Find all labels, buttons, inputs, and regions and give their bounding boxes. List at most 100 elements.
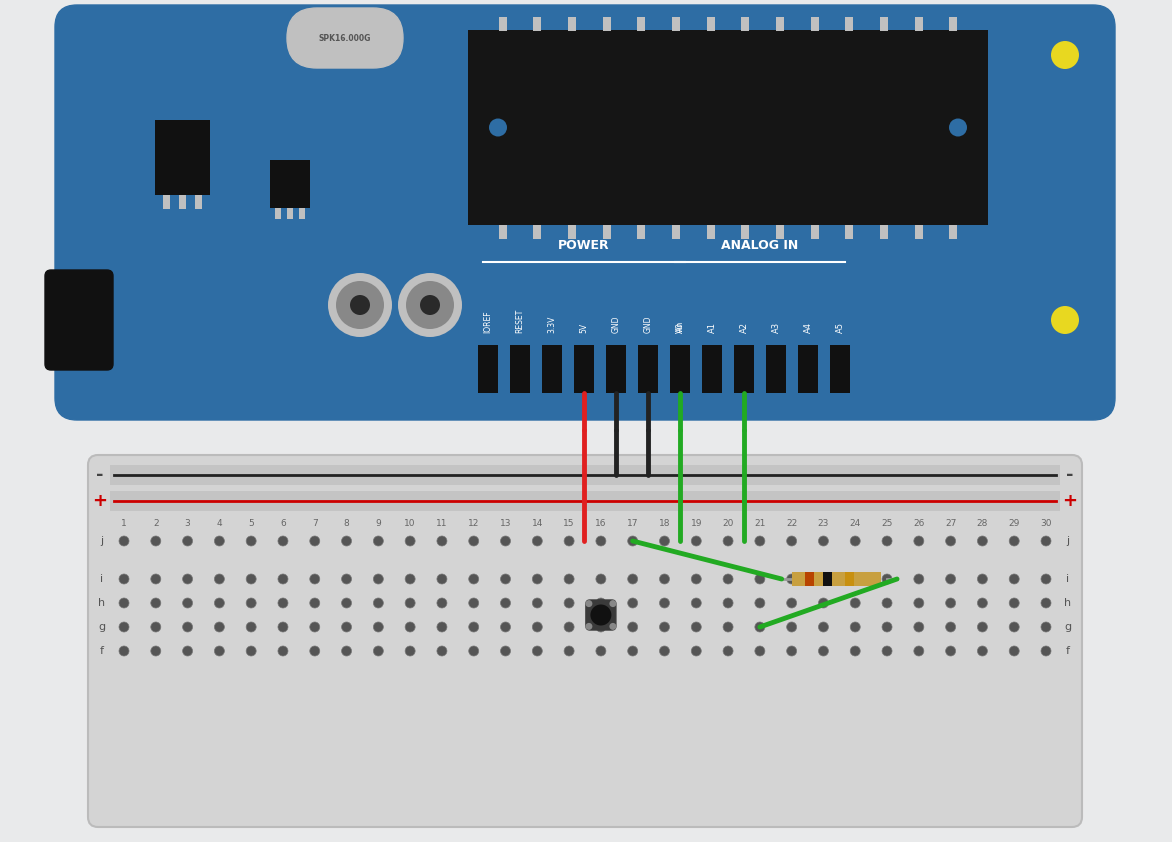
Circle shape [723, 598, 732, 608]
Text: A5: A5 [836, 322, 845, 333]
Circle shape [183, 622, 192, 632]
Bar [776, 225, 784, 239]
Bar [541, 345, 563, 393]
Text: 23: 23 [818, 519, 829, 527]
Circle shape [278, 598, 288, 608]
Circle shape [406, 574, 415, 584]
Bar [670, 345, 690, 393]
Text: 5V: 5V [579, 322, 588, 333]
Text: j: j [1067, 536, 1070, 546]
Circle shape [406, 622, 415, 632]
Bar [478, 345, 498, 393]
Bar [638, 345, 657, 393]
Circle shape [309, 574, 320, 584]
Circle shape [246, 646, 257, 656]
Circle shape [850, 536, 860, 546]
Circle shape [214, 598, 224, 608]
Circle shape [214, 646, 224, 656]
Circle shape [1009, 536, 1020, 546]
Circle shape [1041, 536, 1051, 546]
Circle shape [246, 536, 257, 546]
Circle shape [755, 622, 765, 632]
Circle shape [914, 646, 924, 656]
Circle shape [341, 598, 352, 608]
Text: Vin: Vin [675, 321, 684, 333]
Circle shape [660, 622, 669, 632]
Circle shape [420, 295, 440, 315]
Bar [498, 17, 506, 31]
Text: 17: 17 [627, 519, 639, 527]
Circle shape [564, 646, 574, 656]
Bar [823, 572, 832, 586]
Bar [275, 208, 281, 219]
Circle shape [489, 119, 507, 136]
Circle shape [151, 646, 161, 656]
Bar [707, 17, 715, 31]
Circle shape [818, 574, 829, 584]
Circle shape [818, 536, 829, 546]
Bar [533, 225, 541, 239]
Circle shape [374, 622, 383, 632]
Circle shape [609, 600, 616, 607]
Text: 1: 1 [121, 519, 127, 527]
Text: 8: 8 [343, 519, 349, 527]
Bar [638, 225, 646, 239]
Circle shape [1041, 622, 1051, 632]
Bar [949, 225, 958, 239]
Bar [766, 345, 786, 393]
Bar [163, 195, 170, 209]
Text: 18: 18 [659, 519, 670, 527]
Bar [568, 17, 575, 31]
Circle shape [914, 598, 924, 608]
Text: g: g [98, 622, 105, 632]
Bar [791, 572, 881, 586]
Bar [602, 225, 611, 239]
Bar [287, 208, 293, 219]
Circle shape [1009, 622, 1020, 632]
Circle shape [437, 646, 447, 656]
Text: h: h [1064, 598, 1071, 608]
Circle shape [818, 622, 829, 632]
Circle shape [532, 536, 543, 546]
Circle shape [214, 574, 224, 584]
Circle shape [341, 646, 352, 656]
Circle shape [1009, 598, 1020, 608]
Circle shape [336, 281, 384, 329]
Circle shape [564, 574, 574, 584]
Text: 7: 7 [312, 519, 318, 527]
Text: 22: 22 [786, 519, 797, 527]
Circle shape [977, 536, 988, 546]
Circle shape [660, 646, 669, 656]
Text: 30: 30 [1041, 519, 1051, 527]
Text: j: j [101, 536, 103, 546]
Circle shape [786, 536, 797, 546]
Bar [734, 345, 754, 393]
Circle shape [723, 646, 732, 656]
Circle shape [374, 536, 383, 546]
Circle shape [1041, 574, 1051, 584]
Circle shape [309, 622, 320, 632]
Text: 5: 5 [248, 519, 254, 527]
Circle shape [120, 622, 129, 632]
Text: POWER: POWER [558, 239, 609, 252]
Bar [155, 120, 210, 195]
Bar [299, 208, 305, 219]
Circle shape [120, 536, 129, 546]
Circle shape [914, 574, 924, 584]
Circle shape [628, 574, 638, 584]
Circle shape [1009, 574, 1020, 584]
Circle shape [278, 574, 288, 584]
Bar [110, 465, 1059, 485]
Circle shape [786, 646, 797, 656]
Circle shape [437, 622, 447, 632]
Text: h: h [98, 598, 105, 608]
Text: A0: A0 [675, 322, 684, 333]
Circle shape [946, 622, 955, 632]
Bar [811, 17, 819, 31]
Circle shape [595, 646, 606, 656]
Circle shape [977, 574, 988, 584]
Text: 20: 20 [722, 519, 734, 527]
Text: f: f [1067, 646, 1070, 656]
Circle shape [818, 598, 829, 608]
Circle shape [595, 622, 606, 632]
